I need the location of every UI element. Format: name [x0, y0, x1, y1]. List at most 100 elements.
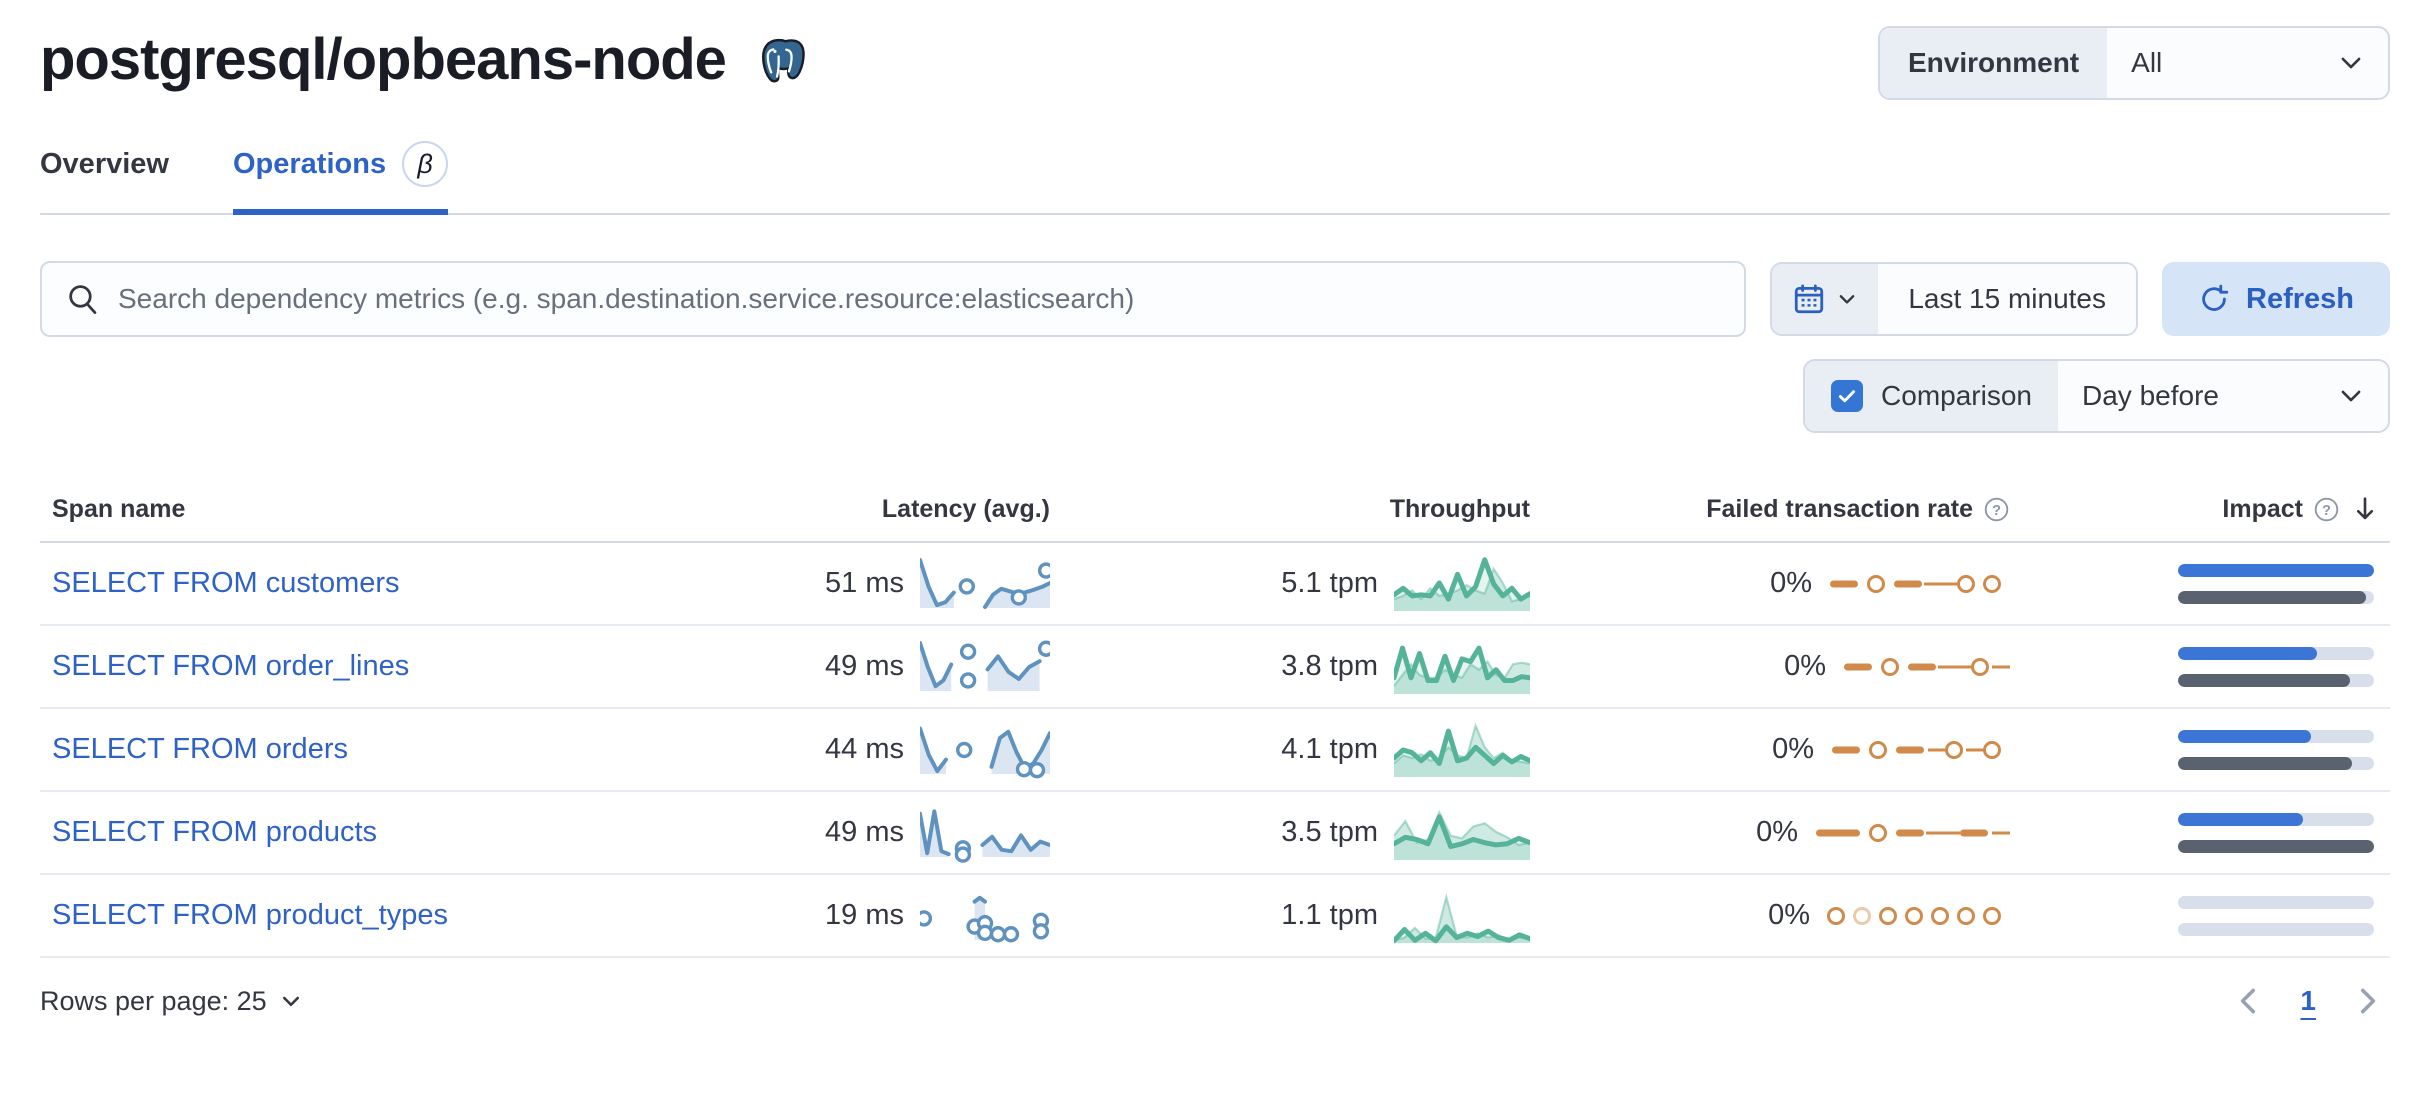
- span-name-cell: SELECT FROM order_lines: [40, 650, 620, 683]
- refresh-icon: [2202, 284, 2229, 311]
- column-header-span-name[interactable]: Span name: [52, 494, 186, 523]
- time-range-button[interactable]: Last 15 minutes: [1878, 264, 2136, 334]
- impact-cell: [2010, 895, 2390, 936]
- failed-rate-cell: 0%: [1530, 896, 2010, 936]
- check-icon: [1839, 390, 1856, 403]
- search-toolbar: Last 15 minutes Refresh: [40, 261, 2390, 337]
- throughput-sparkline: [1394, 892, 1530, 943]
- span-name-link[interactable]: SELECT FROM order_lines: [52, 650, 410, 682]
- tab-operations-label: Operations: [232, 147, 387, 180]
- comparison-label: Comparison: [1881, 380, 2032, 411]
- failed-rate-value: 0%: [1768, 899, 1810, 931]
- throughput-value: 3.5 tpm: [1281, 816, 1378, 848]
- date-picker-calendar-button[interactable]: [1772, 264, 1879, 334]
- latency-value: 19 ms: [825, 899, 904, 931]
- throughput-sparkline: [1394, 645, 1530, 694]
- failed-rate-cell: 0%: [1530, 730, 2010, 770]
- comparison-group: Comparison Day before: [1803, 359, 2390, 433]
- comparison-select-value: Day before: [2082, 380, 2219, 411]
- span-name-link[interactable]: SELECT FROM products: [52, 816, 378, 848]
- tab-bar: Overview Operations β: [40, 141, 2390, 215]
- column-header-failed-rate[interactable]: Failed transaction rate ?: [1530, 495, 2010, 524]
- impact-bars: [2178, 563, 2374, 604]
- rows-per-page-button[interactable]: Rows per page: 25: [40, 986, 303, 1017]
- span-name-cell: SELECT FROM customers: [40, 567, 620, 600]
- page-title: postgresql/opbeans-node: [40, 27, 727, 92]
- tab-overview-label: Overview: [40, 147, 169, 180]
- throughput-sparkline: [1394, 556, 1530, 611]
- impact-current-track: [2178, 812, 2374, 826]
- latency-value: 44 ms: [825, 733, 904, 765]
- impact-cell: [2010, 812, 2390, 853]
- throughput-cell: 4.1 tpm: [1050, 719, 1530, 781]
- failed-rate-value: 0%: [1784, 650, 1826, 682]
- impact-cell: [2010, 646, 2390, 687]
- latency-cell: 49 ms: [620, 637, 1050, 697]
- svg-text:?: ?: [1992, 502, 2001, 518]
- chevron-down-icon: [2341, 57, 2361, 69]
- column-header-failed-rate-label: Failed transaction rate: [1706, 494, 1973, 523]
- refresh-button[interactable]: Refresh: [2162, 262, 2390, 336]
- span-name-cell: SELECT FROM product_types: [40, 899, 620, 932]
- failed-rate-sparkline: [1830, 574, 2001, 593]
- environment-filter: Environment All: [1878, 26, 2390, 100]
- environment-filter-label: Environment: [1880, 28, 2108, 98]
- previous-page-button[interactable]: [2232, 984, 2266, 1018]
- throughput-cell: 3.8 tpm: [1050, 636, 1530, 698]
- throughput-value: 5.1 tpm: [1281, 567, 1378, 599]
- impact-bars: [2178, 895, 2374, 936]
- failed-rate-cell: 0%: [1530, 647, 2010, 687]
- sort-descending-icon: [2356, 497, 2374, 520]
- impact-previous-bar: [2178, 756, 2353, 770]
- impact-current-track: [2178, 729, 2374, 743]
- latency-cell: 51 ms: [620, 554, 1050, 614]
- failed-rate-sparkline: [1827, 906, 2001, 925]
- question-circle-icon: ?: [1984, 497, 2009, 521]
- latency-sparkline: [920, 640, 1050, 691]
- span-name-link[interactable]: SELECT FROM customers: [52, 567, 400, 599]
- search-input[interactable]: [118, 283, 1721, 315]
- comparison-row: Comparison Day before: [40, 359, 2390, 433]
- environment-select[interactable]: All: [2107, 28, 2388, 98]
- throughput-cell: 5.1 tpm: [1050, 553, 1530, 615]
- column-header-impact[interactable]: Impact ?: [2010, 494, 2390, 524]
- latency-cell: 44 ms: [620, 720, 1050, 780]
- pagination: 1: [2232, 984, 2384, 1018]
- column-header-latency[interactable]: Latency (avg.): [881, 494, 1050, 523]
- failed-rate-cell: 0%: [1530, 564, 2010, 604]
- throughput-cell: 1.1 tpm: [1050, 885, 1530, 947]
- tab-overview[interactable]: Overview: [40, 141, 169, 215]
- latency-value: 49 ms: [825, 650, 904, 682]
- question-circle-icon: ?: [2314, 497, 2339, 521]
- impact-current-bar: [2178, 812, 2304, 826]
- span-name-link[interactable]: SELECT FROM product_types: [52, 899, 448, 931]
- span-name-cell: SELECT FROM products: [40, 816, 620, 849]
- column-header-throughput[interactable]: Throughput: [1389, 494, 1530, 523]
- beta-badge: β: [402, 141, 449, 187]
- failed-rate-value: 0%: [1756, 816, 1798, 848]
- impact-previous-bar: [2178, 673, 2351, 687]
- comparison-checkbox[interactable]: [1831, 380, 1864, 412]
- table-header-row: Span name Latency (avg.) Throughput Fail…: [40, 477, 2390, 543]
- impact-current-track: [2178, 563, 2374, 577]
- rows-per-page-label: Rows per page: 25: [40, 985, 267, 1016]
- next-page-button[interactable]: [2350, 984, 2384, 1018]
- impact-previous-bar: [2178, 590, 2367, 604]
- impact-bars: [2178, 646, 2374, 687]
- latency-sparkline: [920, 557, 1050, 609]
- latency-sparkline: [920, 725, 1050, 778]
- impact-current-bar: [2178, 563, 2374, 577]
- table-row: SELECT FROM customers 51 ms 5.1 tpm 0%: [40, 543, 2390, 626]
- page-number-1[interactable]: 1: [2300, 985, 2316, 1016]
- span-name-link[interactable]: SELECT FROM orders: [52, 733, 348, 765]
- chevron-down-icon: [1839, 295, 1855, 304]
- impact-previous-track: [2178, 922, 2374, 936]
- operations-table: Span name Latency (avg.) Throughput Fail…: [40, 477, 2390, 958]
- table-row: SELECT FROM orders 44 ms 4.1 tpm 0%: [40, 709, 2390, 792]
- throughput-value: 4.1 tpm: [1281, 733, 1378, 765]
- table-row: SELECT FROM order_lines 49 ms 3.8 tpm 0%: [40, 626, 2390, 709]
- comparison-select[interactable]: Day before: [2058, 361, 2388, 431]
- svg-text:?: ?: [2322, 502, 2331, 518]
- tab-operations[interactable]: Operations β: [232, 141, 449, 215]
- failed-rate-value: 0%: [1770, 567, 1812, 599]
